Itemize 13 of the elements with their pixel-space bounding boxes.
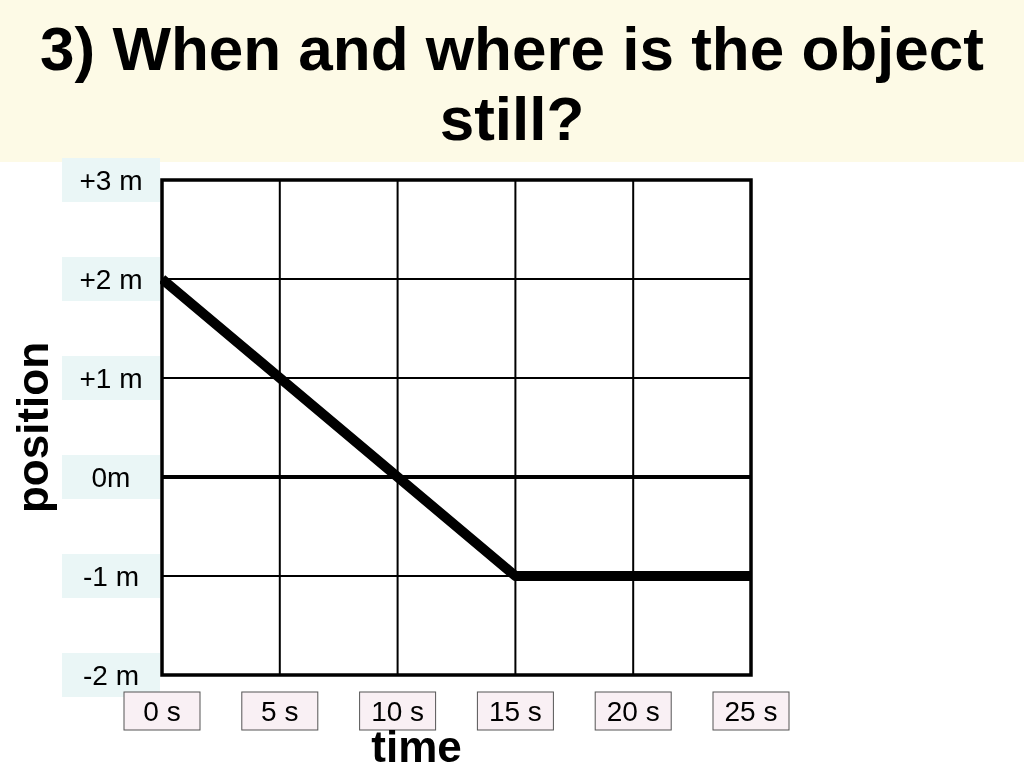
y-tick-label: +3 m (79, 164, 143, 196)
y-tick-label: +1 m (79, 362, 143, 394)
x-tick-label: 0 s (143, 695, 181, 727)
x-tick-label: 5 s (261, 695, 299, 727)
x-tick-label: 15 s (488, 695, 542, 727)
y-tick-label: -2 m (83, 659, 139, 691)
y-tick-label: +2 m (79, 263, 143, 295)
y-tick-label: 0m (91, 461, 131, 493)
y-tick-label: -1 m (83, 560, 139, 592)
x-tick-label: 25 s (724, 695, 778, 727)
chart-title: 3) When and where is the object still? (40, 14, 984, 153)
y-axis-title: position (8, 341, 57, 514)
x-tick-label: 20 s (606, 695, 660, 727)
